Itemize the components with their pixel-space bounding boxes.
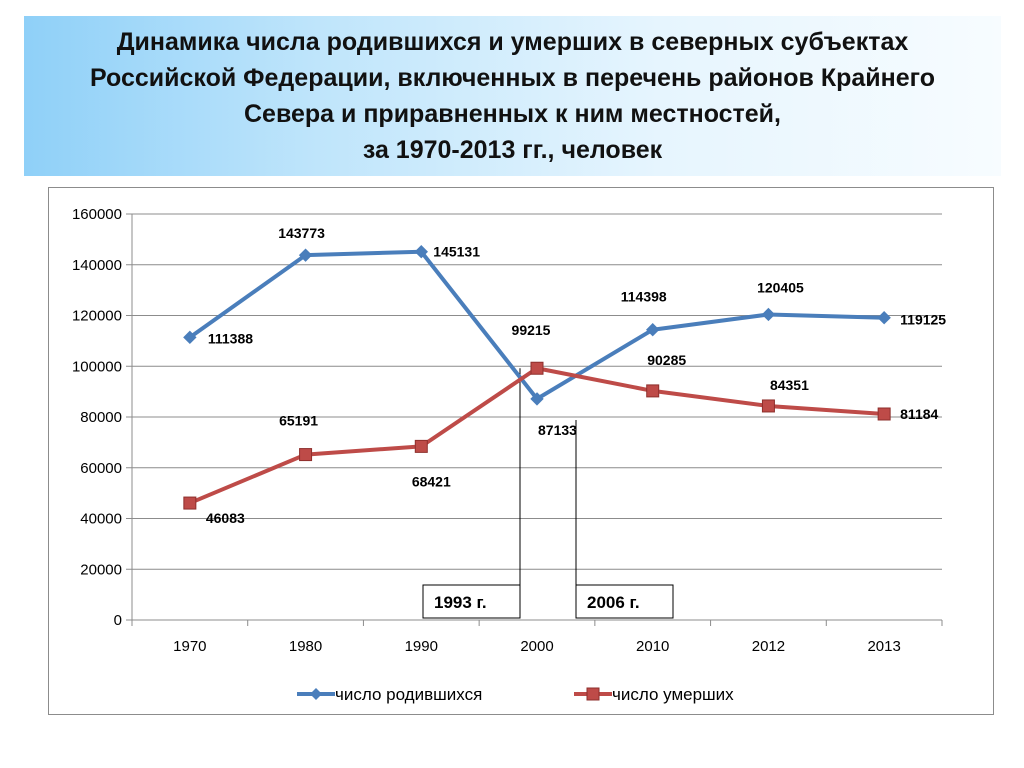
data-label-births-2000: 87133 [538, 422, 577, 438]
point-deaths-2013 [877, 407, 891, 421]
x-tick-label-1990: 1990 [405, 638, 438, 655]
data-label-deaths-2012: 84351 [770, 377, 809, 393]
point-births-1990 [414, 245, 428, 259]
point-deaths-2010 [646, 384, 660, 398]
y-tick-label-160000: 160000 [72, 206, 122, 223]
y-tick-label-100000: 100000 [72, 358, 122, 375]
y-tick-label-140000: 140000 [72, 257, 122, 274]
annotation-frame-1 [575, 584, 674, 619]
point-deaths-1990 [414, 439, 428, 453]
point-deaths-1980 [299, 448, 313, 462]
y-tick-label-40000: 40000 [80, 511, 122, 528]
page-title: Динамика числа родившихся и умерших в се… [43, 24, 983, 168]
line-chart: 0 20000 40000 60000 80000 100000 120000 140000 1… [72, 206, 946, 704]
point-births-2010 [646, 323, 660, 337]
point-births-1980 [298, 248, 313, 262]
point-deaths-1970 [183, 496, 197, 510]
y-tick-label-80000: 80000 [80, 409, 122, 426]
annotation-frame-0 [422, 584, 521, 619]
data-label-births-2012: 120405 [757, 279, 804, 295]
y-tick-label-60000: 60000 [80, 460, 122, 477]
point-births-1970 [183, 330, 197, 345]
legend-entry-1: число умерших [574, 685, 734, 704]
data-label-deaths-2013: 81184 [900, 406, 938, 422]
x-tick-label-2010: 2010 [636, 638, 669, 655]
title-line-2: Российской Федерации, включенных в переч… [89, 64, 936, 92]
title-line-4: за 1970-2013 гг., человек [362, 136, 663, 164]
annotation-box-0: 1993 г. [422, 584, 521, 619]
x-tick-label-1970: 1970 [173, 638, 206, 655]
annotation-box-1: 2006 г. [575, 584, 674, 619]
y-tick-label-20000: 20000 [80, 561, 122, 578]
x-tick-label-1980: 1980 [289, 638, 322, 655]
y-tick-label-0: 0 [114, 612, 122, 629]
data-label-deaths-1970: 46083 [206, 510, 245, 526]
legend-label-0: число родившихся [335, 685, 482, 704]
axes: 0 20000 40000 60000 80000 100000 120000 140000 1… [72, 206, 943, 655]
legend-label-1: число умерших [612, 685, 734, 704]
x-tick-label-2013: 2013 [867, 638, 900, 655]
point-births-2012 [761, 307, 776, 322]
point-births-2013 [877, 311, 891, 325]
series-layer [183, 245, 891, 510]
legend-entry-0: число родившихся [297, 685, 482, 704]
title-banner: Динамика числа родившихся и умерших в се… [24, 16, 1001, 176]
legend-marker-0 [310, 688, 322, 700]
annotation-label-0: 1993 г. [434, 593, 487, 612]
data-label-births-1990: 145131 [433, 244, 480, 260]
x-tick-label-2000: 2000 [520, 638, 553, 655]
title-line-3: Севера и приравненных к ним местностей, [243, 100, 781, 128]
data-label-births-2013: 119125 [900, 312, 946, 328]
point-deaths-2000 [530, 361, 544, 375]
grid-lines [132, 213, 942, 570]
point-births-2000 [530, 392, 544, 406]
annotations: 1993 г. 2006 г. [422, 368, 674, 619]
annotation-label-1: 2006 г. [587, 593, 640, 612]
legend-marker-1 [586, 687, 600, 701]
legend: число родившихся число умерших [297, 685, 734, 704]
data-label-deaths-2010: 90285 [647, 352, 686, 368]
data-label-births-1980: 143773 [278, 225, 325, 241]
data-labels: 111388 143773 145131 87133 114398 120405 11912… [206, 225, 946, 526]
data-label-deaths-1990: 68421 [412, 473, 451, 489]
x-tick-label-2012: 2012 [752, 638, 785, 655]
data-label-deaths-2000: 99215 [512, 322, 551, 338]
title-line-1: Динамика числа родившихся и умерших в се… [116, 28, 909, 56]
data-label-deaths-1980: 65191 [279, 413, 318, 429]
data-label-births-2010: 114398 [621, 289, 667, 305]
point-deaths-2012 [761, 399, 775, 413]
data-label-births-1970: 111388 [208, 330, 253, 346]
chart-frame: 0 20000 40000 60000 80000 100000 120000 140000 1… [48, 187, 994, 715]
y-tick-label-120000: 120000 [72, 308, 122, 325]
